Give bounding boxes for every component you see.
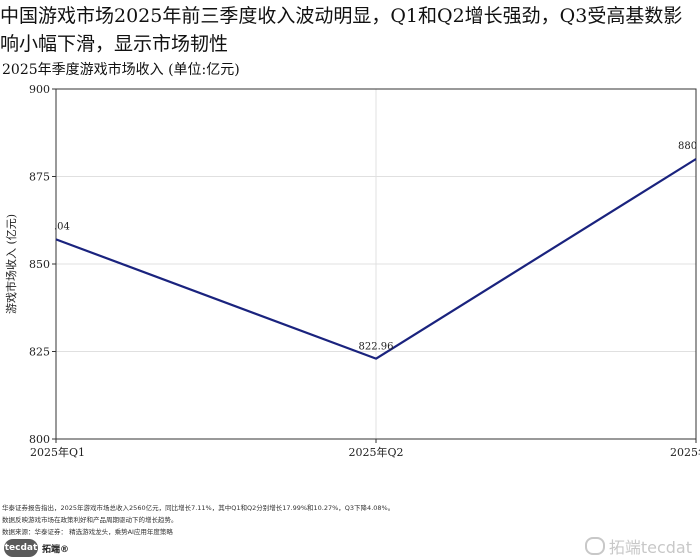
y-tick-label: 875 — [29, 171, 50, 184]
note-line-3: 数据来源：华泰证券： 精选游戏龙头，乘势AI应用年度策略 — [2, 528, 173, 536]
brand-logo: tecdat 拓端® — [4, 538, 69, 558]
series-line — [55, 158, 697, 360]
chart-subtitle: 2025年季度游戏市场收入 (单位:亿元) — [2, 62, 240, 78]
x-tick-label: 2025年Q3 — [670, 445, 700, 459]
data-label: .04 — [54, 221, 70, 232]
y-tick-label: 900 — [29, 83, 50, 96]
x-tick-label: 2025年Q2 — [348, 445, 403, 459]
weibo-icon — [584, 537, 605, 555]
data-label: 880 — [678, 141, 697, 152]
chart-title: 中国游戏市场2025年前三季度收入波动明显，Q1和Q2增长强劲，Q3受高基数影响… — [0, 5, 683, 55]
logo-subtext: 拓端® — [42, 544, 70, 555]
line-chart: 800 825 850 875 900 2025年Q1 2025年Q2 2025年Q3 .04… — [4, 83, 700, 459]
watermark: 拓端tecdat — [584, 534, 692, 558]
note-line-2: 数据反映游戏市场在政策利好和产品周期驱动下的增长趋势。 — [2, 516, 178, 524]
logo-badge: tecdat — [4, 539, 38, 557]
source-notes: 华泰证券报告指出，2025年游戏市场总收入2560亿元，同比增长7.11%，其中… — [2, 502, 562, 538]
x-tick-label: 2025年Q1 — [30, 445, 85, 459]
watermark-text: 拓端tecdat — [608, 538, 692, 557]
y-tick-label: 825 — [29, 346, 50, 359]
y-tick-label: 800 — [29, 433, 50, 446]
note-line-1: 华泰证券报告指出，2025年游戏市场总收入2560亿元，同比增长7.11%，其中… — [2, 504, 395, 512]
y-tick-label: 850 — [29, 258, 50, 271]
y-axis-label: 游戏市场收入 (亿元) — [4, 214, 18, 314]
data-label: 822.96 — [359, 342, 394, 353]
